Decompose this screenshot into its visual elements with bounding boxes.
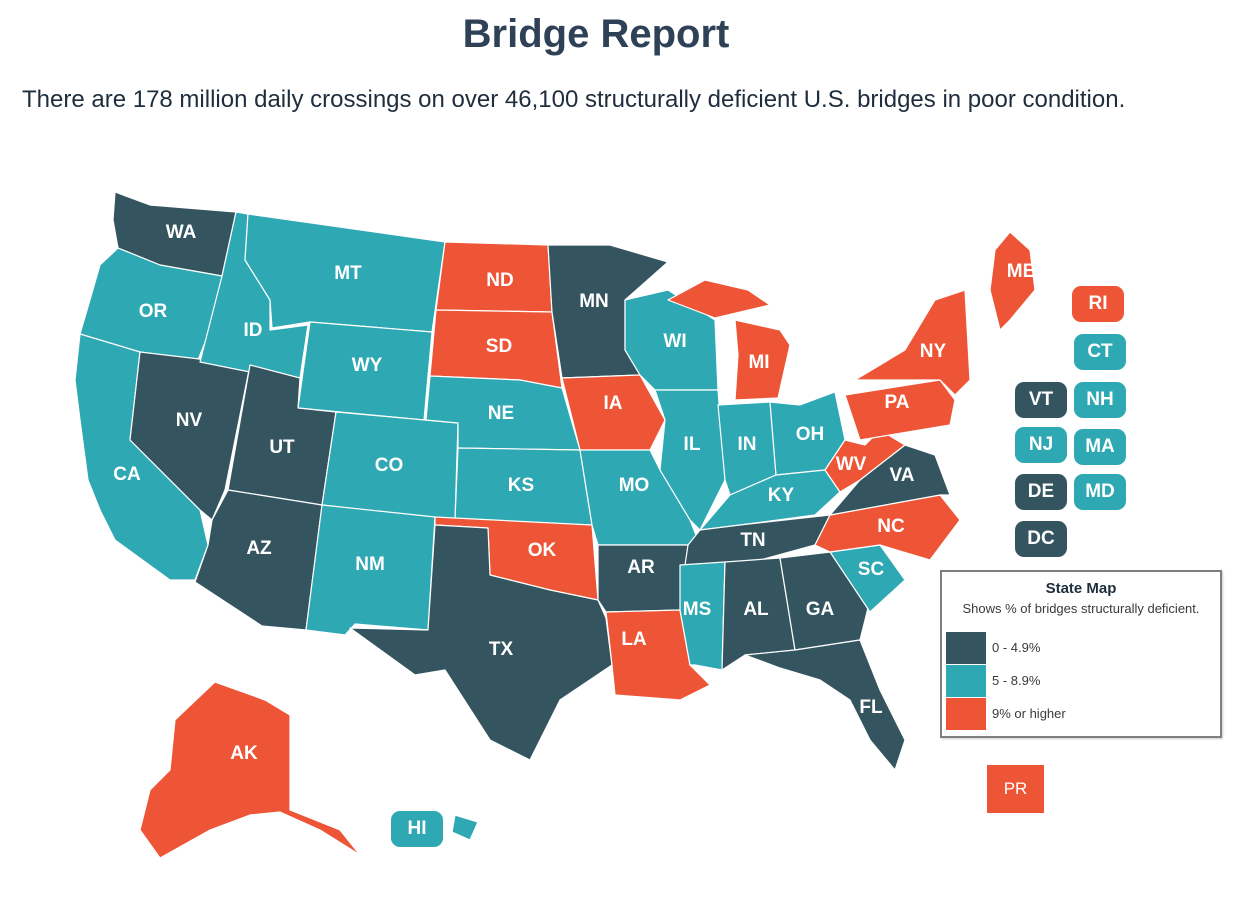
state-label-ne: NE: [488, 403, 514, 424]
legend-label-mid: 5 - 8.9%: [992, 673, 1041, 688]
small-state-nj-label: NJ: [1028, 434, 1054, 455]
state-shape-ak: [139, 681, 361, 859]
state-label-pa: PA: [885, 392, 910, 413]
state-label-tx: TX: [489, 639, 514, 660]
small-state-ma-label: MA: [1085, 436, 1115, 457]
map-legend: State Map Shows % of bridges structurall…: [940, 570, 1222, 738]
state-label-az: AZ: [246, 538, 272, 559]
small-state-vt-label: VT: [1028, 389, 1054, 410]
state-label-nc: NC: [877, 516, 905, 537]
state-shape-hi: [451, 814, 479, 841]
state-shape-wv: [824, 429, 906, 493]
legend-swatch-high: [946, 698, 986, 730]
state-shape-tx: [349, 524, 613, 761]
territory-pr-label: PR: [1003, 779, 1028, 798]
state-label-ia: IA: [604, 393, 623, 414]
legend-item-high: 9% or higher: [946, 698, 1206, 730]
small-state-ma[interactable]: MA: [1074, 429, 1126, 465]
state-label-il: IL: [684, 434, 701, 455]
state-label-ny: NY: [920, 341, 947, 362]
state-label-fl: FL: [859, 697, 883, 718]
small-state-dc-label: DC: [1027, 528, 1055, 549]
state-shape-pa: [844, 379, 956, 441]
state-shape-ar: [597, 544, 689, 613]
state-label-wi: WI: [663, 331, 686, 352]
small-state-ct[interactable]: CT: [1074, 334, 1126, 370]
legend-label-high: 9% or higher: [992, 706, 1066, 721]
state-label-nm: NM: [355, 554, 385, 575]
state-label-ks: KS: [508, 475, 534, 496]
state-label-ok: OK: [528, 540, 557, 561]
legend-swatch-mid: [946, 665, 986, 697]
small-state-vt[interactable]: VT: [1015, 382, 1067, 418]
small-state-de[interactable]: DE: [1015, 474, 1067, 510]
state-shape-ia: [561, 374, 666, 451]
state-label-tn: TN: [740, 530, 765, 551]
state-label-me: ME: [1007, 261, 1036, 282]
state-label-ga: GA: [806, 599, 835, 620]
small-state-de-label: DE: [1027, 481, 1055, 502]
state-label-nv: NV: [176, 410, 203, 431]
state-label-mi: MI: [748, 352, 769, 373]
state-label-mo: MO: [619, 475, 650, 496]
state-shape-ny: [854, 289, 971, 396]
state-label-mt: MT: [334, 263, 362, 284]
state-label-hi-text: HI: [407, 818, 427, 839]
small-state-md[interactable]: MD: [1074, 474, 1126, 510]
small-state-nh[interactable]: NH: [1074, 382, 1126, 418]
legend-subtitle: Shows % of bridges structurally deficien…: [962, 601, 1200, 616]
state-label-va: VA: [890, 465, 915, 486]
legend-title: State Map: [1045, 580, 1117, 597]
state-label-wy: WY: [352, 355, 383, 376]
page-title: Bridge Report: [462, 12, 730, 56]
state-label-oh: OH: [796, 424, 825, 445]
state-label-hi[interactable]: HI: [391, 811, 443, 847]
state-label-ms: MS: [683, 599, 712, 620]
state-label-sc: SC: [858, 559, 885, 580]
state-label-id: ID: [244, 320, 263, 341]
state-label-ca: CA: [113, 464, 141, 485]
state-label-ky: KY: [768, 485, 795, 506]
state-label-la: LA: [621, 629, 647, 650]
state-label-ak: AK: [230, 743, 258, 764]
state-shape-mi: [667, 279, 791, 401]
state-label-wv: WV: [836, 454, 867, 475]
state-label-wa: WA: [166, 222, 197, 243]
state-label-al: AL: [743, 599, 769, 620]
state-label-in: IN: [738, 434, 757, 455]
legend-item-low: 0 - 4.9%: [946, 632, 1206, 664]
state-shape-me: [989, 231, 1036, 331]
page-subtitle: There are 178 million daily crossings on…: [22, 86, 1126, 113]
state-label-co: CO: [375, 455, 404, 476]
small-state-ri-label: RI: [1088, 293, 1108, 314]
state-label-ut: UT: [269, 437, 295, 458]
small-state-md-label: MD: [1085, 481, 1115, 502]
small-state-nh-label: NH: [1086, 389, 1114, 410]
territory-pr[interactable]: PR: [987, 765, 1044, 813]
small-state-dc[interactable]: DC: [1015, 521, 1067, 557]
state-shape-fl: [744, 639, 906, 771]
small-state-ct-label: CT: [1087, 341, 1113, 362]
small-state-nj[interactable]: NJ: [1015, 427, 1067, 463]
state-label-ar: AR: [627, 557, 655, 578]
legend-item-mid: 5 - 8.9%: [946, 665, 1206, 697]
state-label-sd: SD: [486, 336, 512, 357]
small-state-ri[interactable]: RI: [1072, 286, 1124, 322]
state-shape-mo: [579, 449, 701, 546]
state-label-mn: MN: [579, 291, 609, 312]
legend-label-low: 0 - 4.9%: [992, 640, 1041, 655]
state-label-or: OR: [139, 301, 168, 322]
state-label-nd: ND: [486, 270, 513, 291]
legend-swatch-low: [946, 632, 986, 664]
